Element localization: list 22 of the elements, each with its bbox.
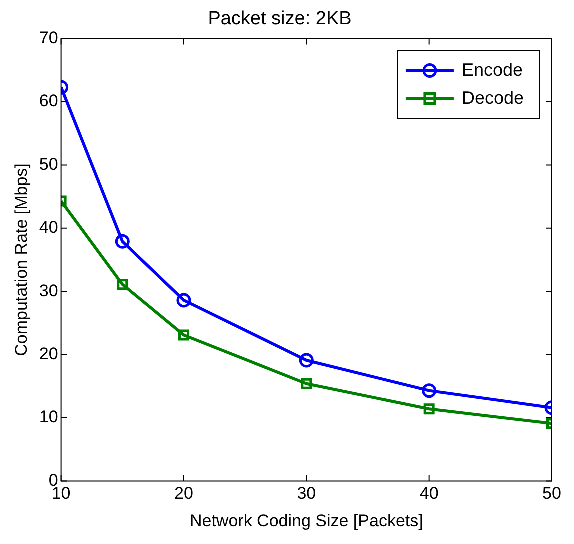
x-tick-label: 50 — [542, 484, 562, 504]
point — [115, 234, 130, 249]
x-axis-title: Network Coding Size [Packets] — [190, 511, 424, 530]
y-tick-label: 40 — [39, 218, 58, 238]
point — [178, 330, 190, 341]
y-tick-label: 70 — [39, 28, 58, 48]
y-tick-label: 10 — [39, 408, 58, 427]
x-tick-label: 20 — [174, 484, 194, 504]
y-tick-label: 50 — [39, 154, 58, 174]
y-axis-title: Computation Rate [Mbps] — [12, 164, 31, 356]
y-tick-label: 60 — [39, 92, 58, 111]
point — [117, 279, 128, 290]
x-tick-label: 30 — [297, 484, 316, 504]
legend-label: Encode — [462, 60, 524, 80]
point — [176, 293, 192, 308]
chart-title: Packet size: 2KB — [208, 8, 352, 30]
legend-label: Decode — [462, 88, 524, 108]
point — [301, 378, 312, 390]
y-tick-label: 30 — [39, 281, 58, 300]
y-tick-label: 20 — [39, 344, 58, 364]
x-tick-label: 40 — [420, 484, 439, 504]
point — [299, 353, 314, 368]
